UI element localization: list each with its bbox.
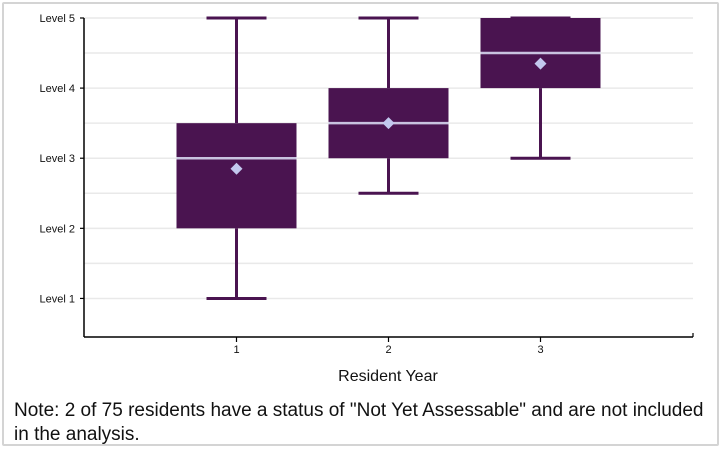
box-series bbox=[176, 16, 601, 300]
iqr-box bbox=[176, 123, 297, 229]
x-tick-label: 3 bbox=[537, 344, 543, 356]
y-tick-label: Level 5 bbox=[40, 13, 75, 25]
mean-marker bbox=[534, 57, 547, 70]
tick-labels: Level 1 Level 2 Level 3 Level 4 Level 5 1 2 3 bbox=[40, 13, 544, 356]
mean-marker bbox=[230, 162, 243, 175]
y-tick-label: Level 1 bbox=[40, 293, 75, 305]
mean-marker bbox=[382, 117, 395, 130]
x-axis-title: Resident Year bbox=[338, 368, 438, 385]
footnote: Note: 2 of 75 residents have a status of… bbox=[14, 400, 704, 445]
axes bbox=[80, 17, 694, 342]
y-tick-label: Level 3 bbox=[40, 153, 75, 165]
x-tick-label: 1 bbox=[233, 344, 239, 356]
box-plot-chart: Level 1 Level 2 Level 3 Level 4 Level 5 1 2 3 R… bbox=[40, 13, 694, 385]
x-tick-label: 2 bbox=[385, 344, 391, 356]
y-tick-label: Level 4 bbox=[40, 83, 75, 95]
y-tick-label: Level 2 bbox=[40, 223, 75, 235]
